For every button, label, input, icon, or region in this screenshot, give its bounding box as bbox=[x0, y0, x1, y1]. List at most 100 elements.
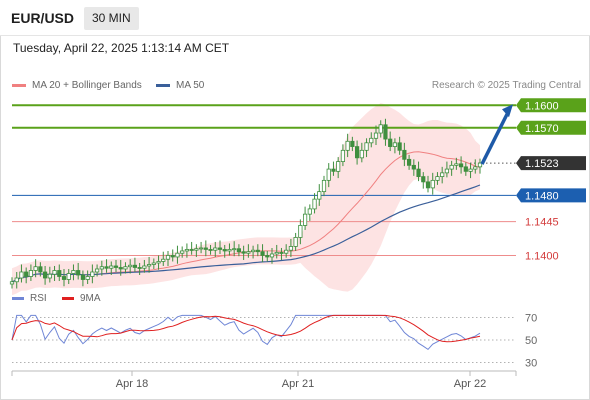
candle-body bbox=[217, 247, 223, 250]
candle-body bbox=[246, 251, 251, 254]
candle-body bbox=[208, 249, 213, 251]
candle-body bbox=[345, 140, 350, 151]
price-label-1.1400: 1.1400 bbox=[525, 250, 559, 262]
candle-body bbox=[449, 164, 454, 170]
candle-body bbox=[232, 248, 237, 251]
candle-body bbox=[440, 172, 445, 178]
legend-9ma: 9MA bbox=[62, 293, 101, 304]
timeframe-selector[interactable]: 30 MIN bbox=[84, 7, 139, 30]
candle-body bbox=[33, 266, 38, 271]
candle-body bbox=[189, 249, 194, 251]
candle-body bbox=[359, 149, 364, 159]
forecast-arrow-shaft bbox=[480, 111, 510, 165]
candle-body bbox=[236, 248, 242, 253]
candle-body bbox=[165, 255, 171, 260]
candle-body bbox=[194, 248, 199, 251]
candle-body bbox=[104, 266, 109, 269]
price-badge-1.1480 bbox=[516, 188, 586, 203]
rsi-swatch bbox=[12, 296, 24, 300]
candle-body bbox=[293, 237, 298, 247]
candle-body bbox=[392, 142, 398, 147]
candle-body bbox=[250, 249, 256, 253]
rsi-tick-70: 70 bbox=[525, 313, 537, 325]
candle-body bbox=[378, 124, 383, 134]
candle-body bbox=[184, 249, 190, 252]
rsi-ma-line bbox=[11, 314, 481, 343]
candle-body bbox=[52, 270, 57, 275]
candle-body bbox=[430, 179, 435, 189]
candle-body bbox=[373, 132, 379, 139]
candle-body bbox=[85, 276, 90, 280]
rsi-tick-50: 50 bbox=[525, 335, 537, 347]
candle-body bbox=[71, 270, 76, 274]
candle-body bbox=[213, 247, 218, 251]
candle-body bbox=[42, 271, 48, 279]
candle-body bbox=[180, 250, 185, 254]
candle-body bbox=[14, 277, 19, 283]
price-badge-1.1600 bbox=[516, 98, 586, 113]
candle-body bbox=[38, 266, 43, 273]
candle-body bbox=[340, 149, 346, 162]
candle-body bbox=[302, 213, 308, 226]
candle-body bbox=[156, 261, 161, 264]
legend-bollinger: MA 20 + Bollinger Bands bbox=[12, 80, 142, 91]
candle-body bbox=[146, 264, 152, 267]
candle-body bbox=[123, 266, 128, 270]
candle-body bbox=[274, 252, 279, 255]
candle-body bbox=[260, 251, 265, 256]
candle-body bbox=[298, 225, 303, 238]
x-tick-label-Apr-22: Apr 22 bbox=[454, 378, 486, 390]
candle-body bbox=[317, 191, 322, 200]
candle-body bbox=[113, 265, 119, 268]
candle-body bbox=[326, 168, 331, 181]
x-tick-label-Apr-21: Apr 21 bbox=[282, 378, 314, 390]
candle-body bbox=[109, 265, 114, 269]
candle-body bbox=[227, 249, 232, 252]
candle-body bbox=[76, 270, 81, 276]
candle-body bbox=[468, 168, 473, 172]
candle-body bbox=[454, 163, 459, 166]
legend-ma50: MA 50 bbox=[156, 80, 204, 91]
candle-body bbox=[463, 166, 468, 172]
candle-body bbox=[406, 158, 412, 166]
candle-body bbox=[19, 271, 24, 279]
candle-body bbox=[416, 168, 421, 178]
candle-body bbox=[307, 208, 312, 215]
candle-body bbox=[312, 198, 317, 210]
candle-body bbox=[354, 146, 360, 159]
price-label-1.1600: 1.1600 bbox=[525, 100, 559, 112]
price-label-1.1570: 1.1570 bbox=[525, 123, 559, 135]
price-label-1.1445: 1.1445 bbox=[525, 217, 559, 229]
candle-body bbox=[175, 252, 180, 258]
candle-body bbox=[142, 265, 147, 269]
candle-body bbox=[198, 247, 204, 250]
price-label-1.1480: 1.1480 bbox=[525, 190, 559, 202]
candle-body bbox=[473, 166, 478, 170]
copyright-text: Research © 2025 Trading Central bbox=[431, 80, 581, 91]
ma50-label: MA 50 bbox=[176, 80, 205, 91]
rsi-ma-swatch bbox=[62, 296, 74, 300]
candle-body bbox=[411, 164, 416, 170]
candle-body bbox=[161, 258, 166, 262]
candle-body bbox=[336, 161, 341, 172]
bollinger-label: MA 20 + Bollinger Bands bbox=[32, 80, 142, 91]
x-tick-label-Apr-18: Apr 18 bbox=[116, 378, 148, 390]
rsi-ma-label: 9MA bbox=[80, 293, 101, 304]
bollinger-swatch bbox=[12, 83, 26, 87]
candle-body bbox=[279, 252, 284, 254]
candle-body bbox=[128, 264, 133, 268]
candle-body bbox=[61, 276, 67, 280]
candle-body bbox=[241, 251, 246, 254]
candle-body bbox=[369, 137, 374, 144]
candle-body bbox=[151, 262, 156, 265]
candle-body bbox=[383, 124, 388, 140]
candle-body bbox=[99, 266, 104, 270]
candle-body bbox=[9, 281, 15, 285]
rsi-line bbox=[11, 314, 481, 351]
candle-body bbox=[170, 255, 175, 258]
chart-header: EUR/USD 30 MIN bbox=[0, 0, 590, 36]
candle-body bbox=[397, 142, 402, 151]
candle-body bbox=[118, 267, 123, 270]
rsi-tick-30: 30 bbox=[525, 357, 537, 369]
